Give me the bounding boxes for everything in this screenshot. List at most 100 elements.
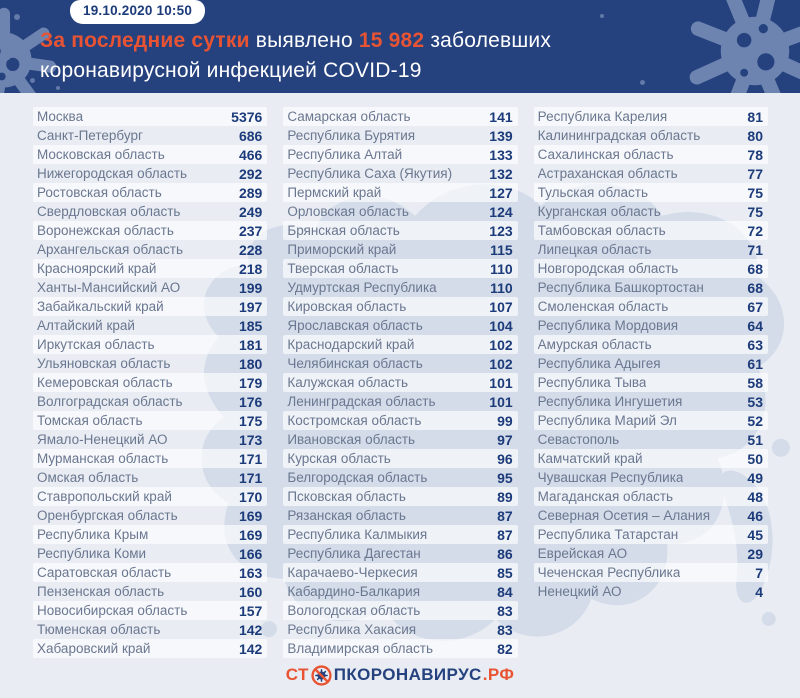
region-value: 83 (497, 621, 513, 638)
region-row: Астраханская область 77 (534, 164, 768, 183)
region-value: 75 (747, 184, 763, 201)
region-name: Кировская область (287, 299, 407, 314)
region-row: Республика Алтай 133 (283, 145, 518, 164)
region-value: 84 (497, 583, 513, 600)
region-value: 173 (238, 431, 263, 448)
region-row: Брянская область 123 (283, 221, 518, 240)
region-row: Пермский край 127 (283, 183, 518, 202)
region-value: 124 (489, 203, 513, 220)
region-name: Самарская область (287, 109, 411, 124)
region-name: Свердловская область (37, 204, 181, 219)
region-value: 52 (747, 412, 763, 429)
region-name: Курская область (287, 451, 391, 466)
region-value: 176 (238, 393, 263, 410)
region-name: Ставропольский край (37, 489, 172, 504)
region-row: Северная Осетия – Алания 46 (534, 506, 768, 525)
region-value: 181 (238, 336, 263, 353)
region-value: 72 (747, 222, 763, 239)
region-row: Ленинградская область 101 (283, 392, 517, 411)
region-name: Республика Калмыкия (287, 527, 428, 542)
region-value: 53 (747, 393, 763, 410)
stats-column-2: Самарская область 141 Республика Бурятия 13… (283, 107, 518, 658)
region-name: Владимирская область (287, 641, 433, 656)
region-value: 50 (747, 450, 763, 467)
region-value: 185 (238, 317, 263, 334)
region-name: Краснодарский край (287, 337, 415, 352)
region-name: Северная Осетия – Алания (537, 508, 711, 523)
region-row: Республика Ингушетия 53 (534, 392, 768, 411)
region-row: Челябинская область 102 (283, 354, 517, 373)
region-value: 101 (489, 374, 513, 391)
region-value: 89 (497, 488, 513, 505)
region-value: 132 (489, 165, 513, 182)
region-name: Севастополь (537, 432, 620, 447)
decor-dot (56, 86, 60, 90)
region-name: Камчатский край (537, 451, 643, 466)
region-name: Калининградская область (537, 128, 701, 143)
region-value: 29 (747, 545, 763, 562)
region-value: 142 (238, 621, 263, 638)
region-value: 175 (238, 412, 263, 429)
headline-case-count: 15 982 (358, 29, 425, 52)
virus-splat-right-icon (689, 0, 800, 93)
region-row: Ненецкий АО 4 (534, 582, 768, 601)
stats-column-3: Республика Карелия 81 Калининградская обла… (533, 107, 768, 658)
region-row: Республика Башкортостан 68 (534, 278, 768, 297)
region-name: Нижегородская область (37, 166, 188, 181)
region-value: 686 (238, 127, 263, 144)
region-value: 75 (747, 203, 763, 220)
region-name: Ненецкий АО (537, 584, 622, 599)
region-name: Омская область (37, 470, 139, 485)
region-name: Республика Марий Эл (537, 413, 677, 428)
region-value: 102 (489, 336, 513, 353)
region-name: Республика Алтай (287, 147, 403, 162)
region-row: Магаданская область 48 (533, 487, 768, 506)
region-name: Астраханская область (537, 166, 678, 181)
region-name: Ярославская область (287, 318, 423, 333)
region-row: Республика Марий Эл 52 (533, 411, 768, 430)
region-row: Республика Саха (Якутия) 132 (283, 164, 517, 183)
region-value: 107 (489, 298, 513, 315)
region-value: 99 (497, 412, 513, 429)
region-value: 49 (747, 469, 763, 486)
region-row: Свердловская область 249 (33, 202, 267, 221)
region-row: Мурманская область 171 (33, 449, 268, 468)
region-value: 96 (497, 450, 513, 467)
region-name: Чеченская Республика (537, 565, 681, 580)
region-value: 110 (490, 260, 513, 277)
region-value: 78 (747, 146, 763, 163)
region-value: 83 (497, 602, 513, 619)
region-value: 95 (497, 469, 513, 486)
region-name: Тюменская область (37, 622, 161, 637)
region-value: 102 (489, 355, 513, 372)
region-name: Республика Тыва (537, 375, 647, 390)
header: 19.10.2020 10:50 За последние сутки выяв… (0, 0, 800, 93)
region-row: Сахалинская область 78 (533, 145, 768, 164)
region-name: Саратовская область (37, 565, 172, 580)
region-row: Камчатский край 50 (533, 449, 768, 468)
region-name: Архангельская область (37, 242, 184, 257)
region-row: Ивановская область 97 (283, 430, 517, 449)
region-row: Тюменская область 142 (33, 620, 267, 639)
region-name: Красноярский край (37, 261, 157, 276)
region-value: 64 (747, 317, 763, 334)
date-badge: 19.10.2020 10:50 (70, 0, 206, 24)
region-row: Рязанская область 87 (283, 506, 517, 525)
region-value: 115 (490, 241, 513, 258)
region-name: Удмуртская Республика (287, 280, 437, 295)
region-row: Забайкальский край 197 (33, 297, 268, 316)
region-value: 48 (747, 488, 763, 505)
region-value: 81 (747, 108, 763, 125)
region-row: Санкт-Петербург 686 (33, 126, 267, 145)
region-value: 97 (497, 431, 513, 448)
region-value: 199 (238, 279, 263, 296)
region-row: Омская область 171 (33, 468, 267, 487)
region-name: Карачаево-Черкесия (287, 565, 418, 580)
region-value: 466 (238, 146, 263, 163)
region-value: 197 (238, 298, 263, 315)
region-row: Тамбовская область 72 (533, 221, 768, 240)
region-row: Кемеровская область 179 (33, 373, 268, 392)
region-name: Забайкальский край (37, 299, 164, 314)
region-name: Смоленская область (537, 299, 669, 314)
region-row: Саратовская область 163 (33, 563, 268, 582)
